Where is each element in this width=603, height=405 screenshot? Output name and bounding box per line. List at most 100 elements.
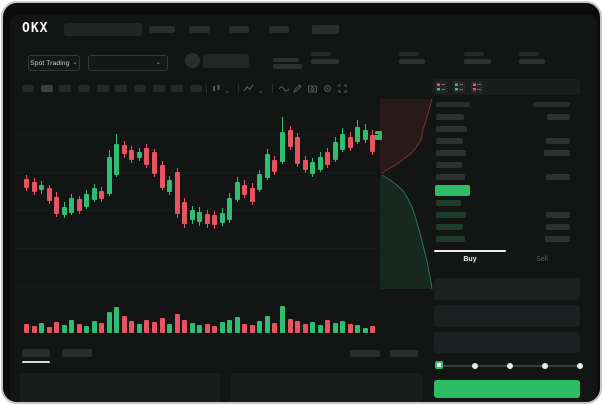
market-selector-button[interactable]: Spot Trading ⌄ — [28, 55, 80, 71]
orderbook-ask-price[interactable] — [436, 174, 465, 180]
volume-bar — [317, 325, 323, 333]
amount-slider-handle[interactable] — [435, 361, 443, 369]
market-stat-value — [311, 59, 339, 64]
candle-body — [272, 160, 278, 172]
orderbook-layout-both-icon[interactable] — [435, 81, 447, 93]
chevron-down-icon: ⌄ — [72, 60, 78, 66]
candle-body — [99, 191, 105, 199]
timeframe-button[interactable] — [190, 85, 202, 92]
volume-bar — [234, 317, 240, 333]
volume-bar — [99, 323, 105, 333]
bottom-tab[interactable] — [22, 349, 50, 357]
camera-icon[interactable] — [308, 84, 317, 93]
orderbook-ask-amount[interactable] — [546, 138, 570, 144]
orderbook-ask-price[interactable] — [436, 114, 464, 120]
amount-slider-dot[interactable] — [507, 363, 513, 369]
timeframe-button[interactable] — [134, 85, 146, 92]
order-input-field[interactable] — [434, 332, 580, 353]
chevron-down-icon[interactable]: ⌄ — [224, 86, 231, 95]
orderbook-bid-amount[interactable] — [546, 212, 570, 218]
volume-bar — [84, 326, 90, 333]
orderbook-bid-amount[interactable] — [545, 236, 570, 242]
amount-slider-dot[interactable] — [577, 363, 583, 369]
orderbook-layout-asks-icon[interactable] — [471, 81, 483, 93]
fullscreen-expand-icon[interactable] — [338, 84, 347, 93]
toolbar-separator — [238, 84, 239, 93]
candle-body — [197, 212, 203, 222]
draw-pencil-icon[interactable] — [293, 84, 302, 93]
candle-body — [325, 152, 331, 165]
header-nav-item[interactable] — [189, 26, 210, 33]
pair-stat-line — [273, 64, 302, 69]
tab-sell[interactable]: Sell — [536, 256, 548, 263]
toolbar-separator — [206, 84, 207, 93]
candle-body — [54, 197, 60, 214]
volume-bar — [332, 323, 338, 333]
volume-bar — [91, 321, 97, 333]
volume-bar — [362, 328, 368, 333]
orderbook-layout-bids-icon[interactable] — [453, 81, 465, 93]
timeframe-button[interactable] — [97, 85, 109, 92]
orderbook-bid-amount[interactable] — [546, 224, 570, 230]
search-input[interactable] — [64, 23, 142, 36]
orderbook-ask-amount[interactable] — [544, 150, 570, 156]
bottom-panel-control[interactable] — [350, 350, 380, 357]
orderbook-ask-price[interactable] — [436, 150, 466, 156]
timeframe-button[interactable] — [41, 85, 53, 92]
candle-body — [144, 148, 150, 165]
timeframe-button[interactable] — [115, 85, 127, 92]
buy-submit-button[interactable] — [434, 380, 580, 398]
bottom-tab[interactable] — [62, 349, 92, 357]
indicators-icon[interactable] — [244, 84, 254, 93]
orderbook-bid-price[interactable] — [436, 224, 463, 230]
toolbar-separator — [272, 84, 273, 93]
candle-body — [310, 162, 316, 174]
candle-body — [227, 198, 233, 220]
header-nav-item[interactable] — [229, 26, 249, 33]
orderbook-ask-price[interactable] — [436, 138, 463, 144]
tab-buy[interactable]: Buy — [463, 256, 477, 263]
volume-bar — [370, 326, 376, 333]
pair-selector-dropdown[interactable]: ⌄ — [88, 55, 168, 71]
header-nav-item[interactable] — [149, 26, 175, 33]
gear-settings-icon[interactable] — [323, 84, 332, 93]
amount-slider-dot[interactable] — [542, 363, 548, 369]
header-nav-item[interactable] — [312, 25, 339, 34]
chevron-down-icon[interactable]: ⌄ — [257, 86, 264, 95]
amount-slider-dot[interactable] — [472, 363, 478, 369]
volume-bar — [287, 319, 293, 333]
wave-line-icon[interactable] — [279, 84, 289, 93]
volume-bar — [355, 325, 361, 333]
candle-body — [24, 179, 29, 188]
header-nav-item[interactable] — [269, 26, 289, 33]
orderbook-bid-price[interactable] — [436, 236, 465, 242]
orderbook-last-price-bar[interactable] — [435, 185, 470, 196]
order-input-field[interactable] — [434, 305, 580, 327]
volume-bar — [129, 321, 135, 333]
bottom-active-tab-underline — [22, 361, 50, 363]
timeframe-button[interactable] — [22, 85, 34, 92]
orderbook-bid-price[interactable] — [436, 212, 466, 218]
orderbook-ask-amount[interactable] — [546, 174, 570, 180]
volume-bar — [280, 306, 286, 333]
orderbook-bid-price[interactable] — [436, 200, 461, 206]
volume-bar — [76, 324, 82, 333]
volume-bar — [302, 324, 308, 333]
candle-type-icon[interactable] — [212, 84, 221, 93]
volume-bar — [212, 326, 218, 333]
candle-body — [212, 215, 218, 225]
orderbook-ask-price[interactable] — [436, 162, 462, 168]
timeframe-button[interactable] — [153, 85, 165, 92]
candle-body — [46, 188, 52, 201]
bottom-panel-control[interactable] — [390, 350, 418, 357]
timeframe-button[interactable] — [171, 85, 183, 92]
orderbook-ask-price[interactable] — [436, 126, 467, 132]
timeframe-button[interactable] — [78, 85, 90, 92]
timeframe-button[interactable] — [59, 85, 71, 92]
order-input-field[interactable] — [434, 278, 580, 300]
volume-bar — [167, 324, 173, 333]
market-stat-label — [311, 52, 331, 56]
candle-body — [69, 198, 75, 213]
orderbook-ask-amount[interactable] — [547, 114, 570, 120]
